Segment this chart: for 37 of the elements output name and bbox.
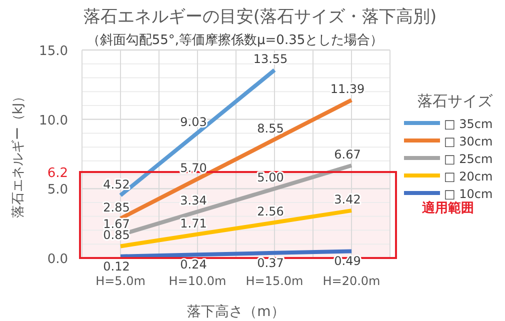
data-label: 2.56 (257, 204, 284, 218)
legend-label: □ 30cm (444, 134, 493, 148)
data-label: 0.85 (103, 228, 130, 242)
data-label: 6.67 (334, 148, 361, 162)
y-tick-label: 15.0 (39, 44, 68, 59)
data-label: 8.55 (257, 121, 284, 136)
data-label: 11.39 (330, 82, 365, 96)
data-label: 2.85 (103, 200, 130, 214)
x-tick-label: H=15.0m (246, 274, 304, 288)
data-label: 5.00 (257, 170, 284, 185)
x-tick-label: H=5.0m (96, 274, 146, 288)
data-label: 0.37 (257, 256, 284, 270)
legend-label: □ 10cm (444, 187, 493, 201)
data-label: 9.03 (180, 114, 207, 129)
y-tick-label: 5.0 (47, 182, 68, 198)
x-tick-label: H=20.0m (322, 274, 380, 288)
x-tick-label: H=10.0m (168, 274, 226, 288)
legend-label: □ 20cm (444, 170, 493, 184)
band-label: 適用範囲 (421, 200, 474, 216)
data-label: 13.55 (253, 52, 288, 66)
chart-title: 落石エネルギーの目安(落石サイズ・落下高別) (83, 7, 437, 27)
y-axis-title: 落石エネルギー（kJ） (11, 90, 26, 218)
y-tick-label: 0.0 (47, 252, 68, 267)
ref-line-label: 6.2 (47, 166, 68, 182)
data-label: 3.42 (334, 192, 361, 207)
chart-subtitle: （斜面勾配55°,等価摩擦係数μ=0.35とした場合） (86, 33, 384, 48)
legend-label: □ 35cm (444, 117, 493, 131)
data-label: 1.71 (180, 216, 207, 230)
legend-label: □ 25cm (444, 152, 493, 166)
data-label: 1.67 (103, 216, 130, 231)
x-axis-title: 落下高さ（m） (187, 304, 285, 320)
legend-title: 落石サイズ (418, 92, 494, 110)
data-label: 4.52 (103, 177, 130, 192)
data-label: 0.12 (103, 259, 130, 274)
y-tick-label: 10.0 (39, 113, 68, 128)
data-label: 0.24 (180, 258, 207, 272)
data-label: 3.34 (180, 194, 207, 208)
